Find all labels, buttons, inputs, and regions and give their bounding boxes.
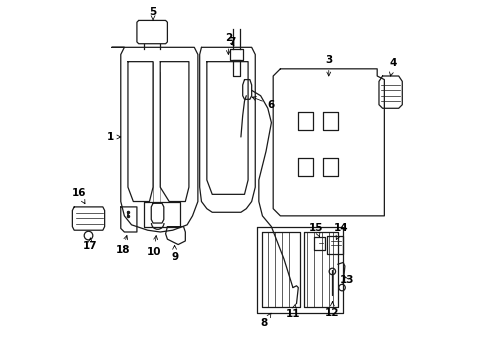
Text: 11: 11 xyxy=(285,304,300,319)
Text: 17: 17 xyxy=(83,238,98,251)
Text: 3: 3 xyxy=(325,55,332,76)
Text: 16: 16 xyxy=(71,188,86,204)
Text: 18: 18 xyxy=(115,235,129,255)
Text: 8: 8 xyxy=(260,313,270,328)
Text: 5: 5 xyxy=(149,7,156,20)
Text: 13: 13 xyxy=(339,275,353,285)
Text: 2: 2 xyxy=(224,33,231,54)
Text: 4: 4 xyxy=(388,58,396,76)
Text: 7: 7 xyxy=(228,37,235,47)
Text: 9: 9 xyxy=(171,246,178,262)
Text: 1: 1 xyxy=(106,132,121,142)
Text: 12: 12 xyxy=(325,302,339,318)
Text: 10: 10 xyxy=(146,235,161,257)
Text: 14: 14 xyxy=(333,224,348,239)
Text: 6: 6 xyxy=(252,97,274,110)
Text: 15: 15 xyxy=(308,224,323,237)
